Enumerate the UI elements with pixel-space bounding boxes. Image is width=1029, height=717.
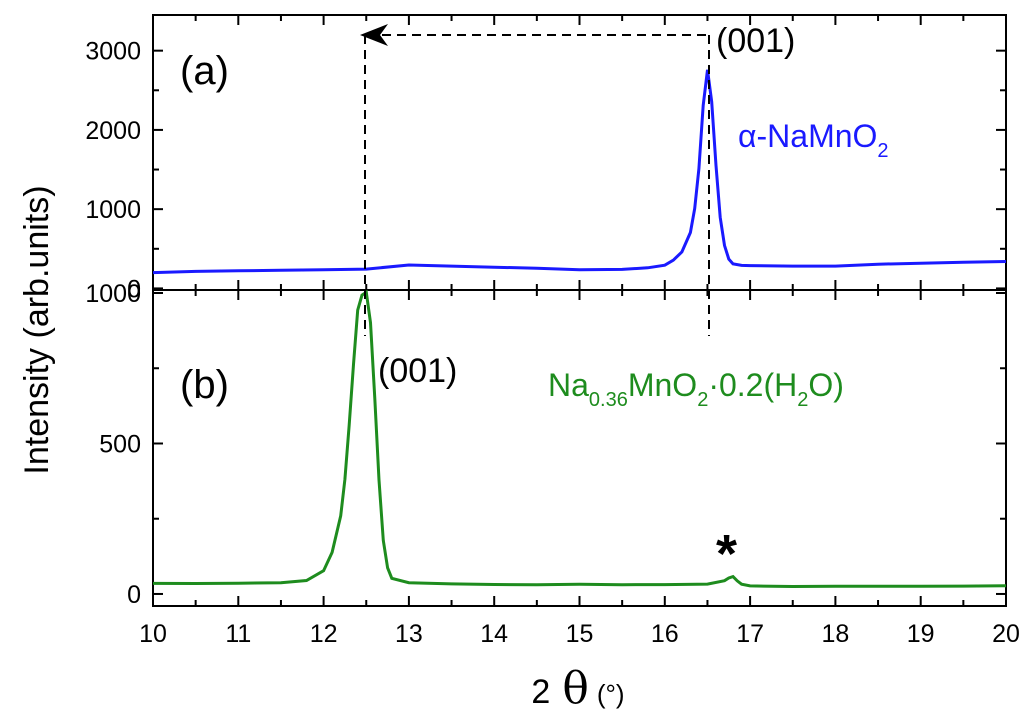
- x-axis-title-prefix: 2: [531, 673, 550, 711]
- series-label-alpha-namno2: α-NaMnO2: [738, 118, 889, 162]
- panel-b-y-tick-labels: 0 500 1000: [85, 280, 141, 609]
- series-label-a-base: α-NaMnO: [738, 118, 877, 154]
- panel-a-y-tick-labels: 0 1000 2000 3000: [85, 38, 141, 304]
- peak-label-b: (001): [378, 352, 457, 390]
- x-tick-label: 14: [480, 620, 508, 648]
- series-label-b-part-4: 2: [697, 389, 708, 411]
- x-axis-title-unit: (°): [597, 679, 625, 709]
- x-tick-label: 19: [907, 620, 935, 648]
- series-label-b-part-1: Na: [548, 367, 589, 403]
- x-tick-labels: 10 11 12 13 14 15 16 17 18 19 20: [139, 620, 1020, 648]
- series-label-b-part-3: MnO: [628, 367, 697, 403]
- panel-a-ticks: [152, 15, 1007, 290]
- x-axis-title: 2 θ (°): [531, 663, 624, 714]
- series-label-b-part-6: 2: [797, 389, 808, 411]
- series-label-b-part-2: 0.36: [589, 389, 628, 411]
- series-label-na036mno2: Na0.36MnO2·0.2(H2O): [548, 367, 844, 411]
- peak-label-a: (001): [716, 22, 795, 60]
- arrow-head: [360, 24, 388, 46]
- x-tick-label: 17: [736, 620, 764, 648]
- y-tick-label-b: 1000: [85, 280, 141, 308]
- x-tick-label: 13: [395, 620, 423, 648]
- x-tick-label: 18: [821, 620, 849, 648]
- y-tick-label-a: 1000: [85, 196, 141, 224]
- x-axis-title-theta: θ: [562, 663, 589, 714]
- panel-b-ticks: [152, 290, 1007, 606]
- y-tick-label-a: 2000: [85, 117, 141, 145]
- y-tick-label-b: 500: [99, 430, 141, 458]
- x-tick-label: 10: [139, 620, 167, 648]
- panel-a: 0 1000 2000 3000 (a) (001) α-NaMnO2: [85, 14, 1007, 304]
- series-label-a-sub: 2: [877, 140, 888, 162]
- x-tick-label: 11: [225, 620, 251, 648]
- panel-label-a: (a): [180, 49, 229, 93]
- series-label-b-part-5: ·0.2(H: [708, 367, 797, 403]
- x-tick-label: 16: [651, 620, 679, 648]
- series-label-b-part-7: O): [808, 367, 844, 403]
- y-tick-label-b: 0: [127, 581, 141, 609]
- x-tick-label: 12: [310, 620, 338, 648]
- series-line-alpha-namno2: [152, 69, 1007, 275]
- panel-b-frame: [152, 289, 1007, 607]
- series-line-na036mno2: [152, 289, 1007, 589]
- impurity-asterisk: *: [716, 524, 737, 584]
- x-tick-label: 15: [566, 620, 594, 648]
- x-tick-label: 20: [992, 620, 1020, 648]
- y-tick-label-a: 3000: [85, 38, 141, 66]
- panel-label-b: (b): [180, 363, 229, 407]
- y-axis-title: Intensity (arb.units): [18, 185, 56, 474]
- y-tick-label-a: 0: [127, 275, 141, 303]
